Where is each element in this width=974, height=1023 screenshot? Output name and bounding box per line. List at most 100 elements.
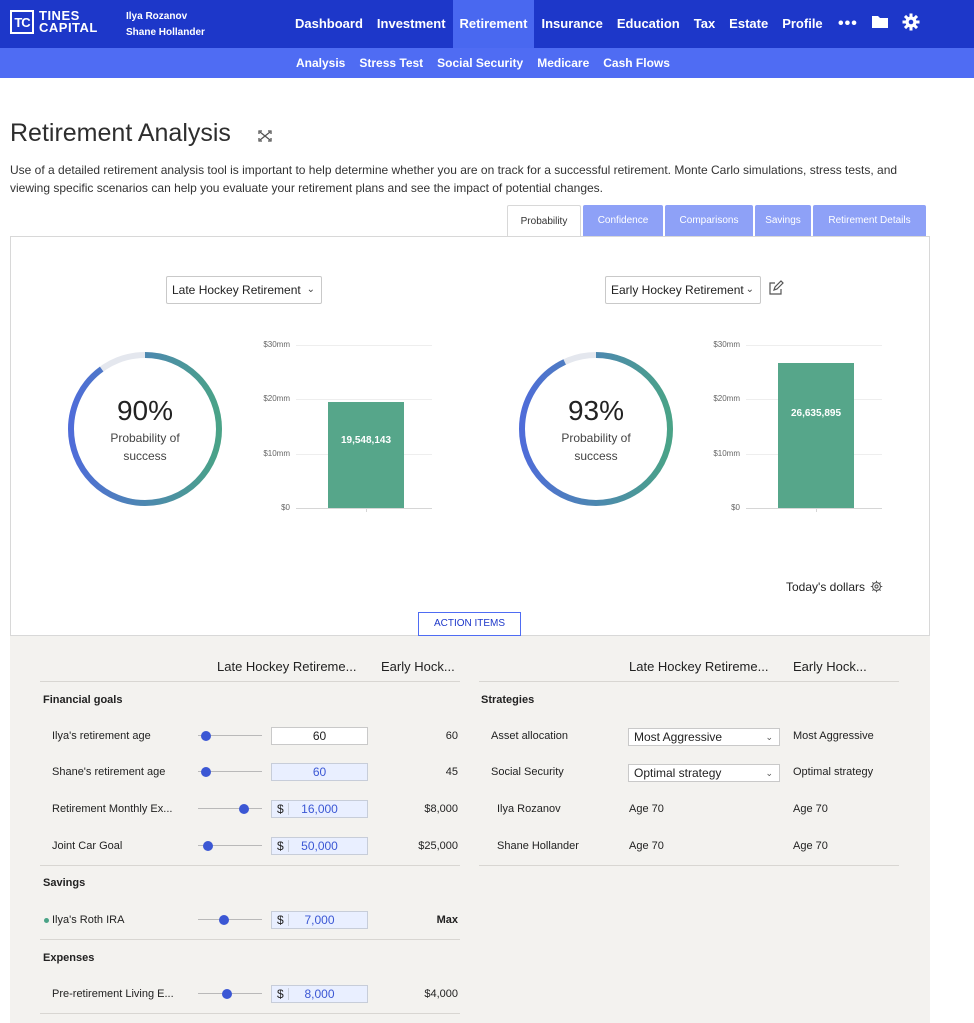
probability-label: Probability of: [110, 431, 180, 445]
probability-ring-right: [519, 352, 673, 506]
slider-thumb[interactable]: [238, 804, 249, 814]
subnav-social-security[interactable]: Social Security: [437, 56, 524, 70]
input-value: 7,000: [304, 913, 335, 927]
divider: [40, 939, 460, 940]
more-icon[interactable]: •••: [838, 15, 858, 32]
ilya-retirement-age-slider[interactable]: [198, 730, 262, 742]
nav-estate[interactable]: Estate: [729, 16, 769, 31]
household-names: Ilya Rozanov Shane Hollander: [126, 9, 205, 41]
slider-thumb[interactable]: [200, 767, 211, 777]
goal-label: Joint Car Goal: [52, 840, 123, 852]
gear-icon[interactable]: [902, 13, 920, 36]
scenario-select-left[interactable]: Late Hockey Retirement ⌄: [166, 276, 322, 304]
subnav-stress-test[interactable]: Stress Test: [359, 56, 424, 70]
gridline: [746, 345, 882, 346]
probability-percent: 90%: [116, 395, 174, 426]
roth-ira-slider[interactable]: [198, 914, 262, 926]
chevron-down-icon: ⌄: [765, 732, 773, 742]
subnav-analysis[interactable]: Analysis: [296, 56, 346, 70]
edit-icon[interactable]: [768, 280, 784, 301]
person-label: Shane Hollander: [497, 840, 579, 852]
nav-retirement[interactable]: Retirement: [452, 0, 535, 48]
divider: [40, 1013, 460, 1014]
logo-text: TINES CAPITAL: [39, 8, 98, 35]
strategy-compare-value: Optimal strategy: [793, 766, 874, 778]
tab-comparisons[interactable]: Comparisons: [665, 205, 753, 237]
expense-compare-value: $4,000: [424, 988, 458, 1000]
slider-thumb[interactable]: [222, 989, 233, 999]
nav-education[interactable]: Education: [616, 16, 680, 31]
goal-compare-value: 60: [445, 730, 458, 742]
logo-line-1: TINES: [39, 8, 80, 23]
settings-gear-icon[interactable]: [870, 580, 883, 598]
shane-retirement-age-slider[interactable]: [198, 766, 262, 778]
select-value: Optimal strategy: [634, 766, 722, 780]
slider-thumb[interactable]: [218, 915, 229, 925]
roth-ira-input[interactable]: $7,000: [271, 911, 368, 929]
comparison-section: [10, 636, 930, 1023]
currency-symbol: $: [277, 913, 284, 927]
input-value: 8,000: [304, 987, 335, 1001]
social-security-select[interactable]: Optimal strategy ⌄: [628, 764, 780, 782]
chevron-down-icon: ⌄: [306, 284, 315, 295]
nav-dashboard[interactable]: Dashboard: [295, 16, 363, 31]
currency-symbol: $: [277, 839, 284, 853]
slider-thumb[interactable]: [203, 841, 214, 851]
x-axis-line: [296, 508, 432, 509]
nav-profile[interactable]: Profile: [782, 16, 823, 31]
y-tick-label: $0: [281, 503, 290, 512]
projected-assets-bar[interactable]: [328, 401, 404, 508]
nav-investment[interactable]: Investment: [376, 16, 446, 31]
financial-goals-heading: Financial goals: [43, 694, 123, 706]
projected-assets-bar[interactable]: [778, 363, 854, 508]
nav-insurance[interactable]: Insurance: [541, 16, 603, 31]
user-name-2: Shane Hollander: [126, 27, 205, 38]
goal-label: Retirement Monthly Ex...: [52, 803, 173, 815]
expand-icon[interactable]: [258, 129, 272, 147]
logo-mark: TC: [10, 10, 34, 34]
bar-value-label: 19,548,143: [340, 434, 392, 446]
page-intro: Use of a detailed retirement analysis to…: [10, 163, 898, 195]
probability-percent: 93%: [567, 395, 625, 426]
subnav-medicare[interactable]: Medicare: [537, 56, 590, 70]
retirement-monthly-expense-slider[interactable]: [198, 803, 262, 815]
scenario-select-right[interactable]: Early Hockey Retirement ⌄: [605, 276, 761, 304]
ilya-retirement-age-input[interactable]: 60: [271, 727, 368, 745]
tab-savings[interactable]: Savings: [755, 205, 811, 237]
action-items-button[interactable]: ACTION ITEMS: [418, 612, 521, 636]
person-label: Ilya Rozanov: [497, 803, 561, 815]
joint-car-goal-input[interactable]: $50,000: [271, 837, 368, 855]
probability-readout-left: 90% Probability of success: [86, 395, 204, 465]
strategy-label: Social Security: [491, 766, 564, 778]
y-tick-label: $10mm: [263, 448, 290, 458]
tab-retirement-details[interactable]: Retirement Details: [813, 205, 926, 237]
ring-progress-arc: [68, 352, 222, 506]
top-icons: •••: [838, 0, 920, 48]
tab-probability[interactable]: Probability: [507, 205, 581, 238]
joint-car-goal-slider[interactable]: [198, 840, 262, 852]
folder-icon[interactable]: [871, 14, 889, 34]
top-bar: TC TINES CAPITAL Ilya Rozanov Shane Holl…: [0, 0, 974, 48]
pre-retirement-living-expense-slider[interactable]: [198, 988, 262, 1000]
goal-compare-value: $25,000: [418, 840, 458, 852]
analysis-tabs: Probability Confidence Comparisons Savin…: [507, 205, 926, 238]
probability-readout-right: 93% Probability of success: [537, 395, 655, 465]
chevron-down-icon: ⌄: [743, 277, 754, 303]
logo-line-2: CAPITAL: [39, 20, 98, 35]
strategies-heading: Strategies: [481, 694, 535, 706]
divider: [479, 865, 899, 866]
pre-retirement-living-expense-input[interactable]: $8,000: [271, 985, 368, 1003]
retirement-monthly-expense-input[interactable]: $16,000: [271, 800, 368, 818]
slider-thumb[interactable]: [200, 731, 211, 741]
scenario-select-right-value: Early Hockey Retirement: [611, 283, 744, 297]
tab-confidence[interactable]: Confidence: [583, 205, 663, 237]
shane-retirement-age-input[interactable]: 60: [271, 763, 368, 781]
asset-allocation-select[interactable]: Most Aggressive ⌄: [628, 728, 780, 746]
tines-capital-logo[interactable]: TC TINES CAPITAL: [10, 8, 98, 35]
probability-label-2: success: [574, 449, 618, 463]
subnav-cash-flows[interactable]: Cash Flows: [603, 56, 670, 70]
person-claim-age: Age 70: [629, 840, 664, 852]
divider: [479, 681, 899, 682]
sub-nav: Analysis Stress Test Social Security Med…: [289, 48, 677, 78]
nav-tax[interactable]: Tax: [693, 16, 716, 31]
